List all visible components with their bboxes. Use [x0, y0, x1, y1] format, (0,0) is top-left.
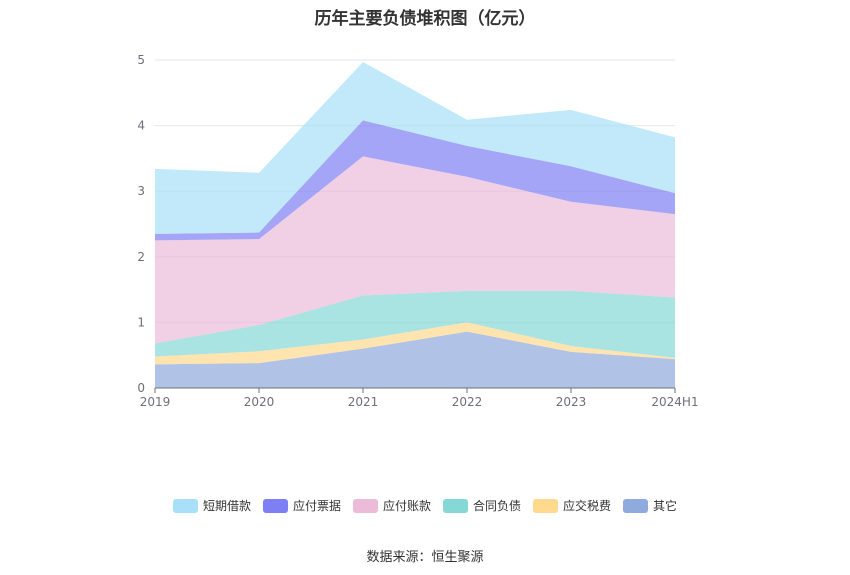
- legend-label: 应付票据: [292, 499, 341, 513]
- legend-swatch: [623, 498, 649, 513]
- chart-title: 历年主要负债堆积图（亿元）: [314, 9, 536, 29]
- legend-item[interactable]: 短期借款: [172, 497, 251, 514]
- area-其它: [155, 331, 675, 388]
- legend-label: 应交税费: [563, 499, 612, 513]
- x-tick-label: 2019: [140, 395, 171, 409]
- legend-label: 合同负债: [473, 499, 522, 513]
- x-tick-label: 2021: [348, 395, 379, 409]
- area-应交税费: [155, 322, 675, 365]
- legend-swatch: [533, 498, 559, 513]
- area-应付账款: [155, 156, 675, 344]
- x-tick-label: 2022: [452, 395, 483, 409]
- legend-item[interactable]: 其它: [623, 497, 677, 514]
- x-tick-label: 2020: [244, 395, 275, 409]
- area-应付票据: [155, 120, 675, 241]
- legend-label: 其它: [653, 499, 678, 513]
- legend-label: 应付账款: [382, 499, 431, 513]
- x-tick-label: 2023: [556, 395, 587, 409]
- y-tick-label: 3: [137, 184, 145, 198]
- y-tick-label: 1: [137, 315, 145, 329]
- data-source-note: 数据来源：恒生聚源: [366, 550, 484, 565]
- legend-item[interactable]: 应交税费: [533, 497, 611, 514]
- legend-item[interactable]: 应付账款: [352, 497, 431, 514]
- y-tick-label: 5: [137, 53, 145, 67]
- legend-swatch: [172, 498, 198, 513]
- y-tick-label: 2: [137, 250, 145, 264]
- x-tick-label: 2024H1: [651, 395, 698, 409]
- area-合同负债: [155, 290, 675, 358]
- legend-swatch: [443, 498, 468, 513]
- legend-label: 短期借款: [202, 499, 251, 513]
- y-tick-label: 4: [137, 119, 145, 133]
- legend: 短期借款 应付票据 应付账款 合同负债 应交税费 其它: [0, 497, 850, 514]
- legend-swatch: [352, 498, 378, 513]
- legend-item[interactable]: 应付票据: [262, 497, 341, 514]
- y-tick-label: 0: [137, 381, 145, 395]
- area-短期借款: [155, 61, 675, 234]
- legend-swatch: [262, 498, 288, 513]
- legend-item[interactable]: 合同负债: [443, 497, 521, 514]
